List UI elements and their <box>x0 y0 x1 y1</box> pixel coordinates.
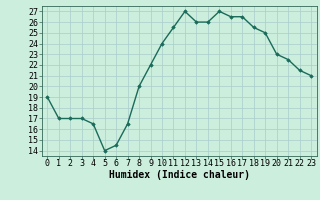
X-axis label: Humidex (Indice chaleur): Humidex (Indice chaleur) <box>109 170 250 180</box>
